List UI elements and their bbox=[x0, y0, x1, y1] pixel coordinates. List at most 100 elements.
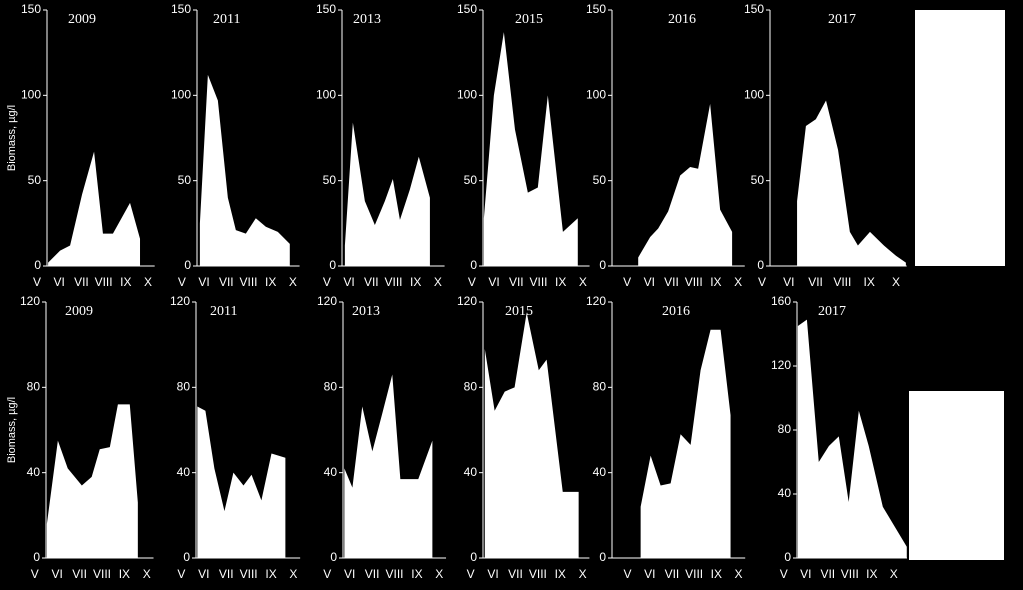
x-tick-label: IX bbox=[410, 275, 421, 289]
x-tick-label: VIII bbox=[529, 567, 547, 581]
chart-title: 2017 bbox=[828, 12, 856, 27]
y-tick-label: 40 bbox=[778, 486, 792, 500]
y-tick-label: 40 bbox=[27, 465, 41, 479]
y-tick-label: 100 bbox=[316, 88, 336, 102]
y-tick-label: 150 bbox=[744, 2, 764, 16]
y-tick-label: 160 bbox=[771, 294, 791, 308]
chart-title: 2015 bbox=[505, 304, 533, 319]
x-tick-label: VIII bbox=[685, 567, 703, 581]
chart-title: 2016 bbox=[662, 304, 690, 319]
chart-title: 2009 bbox=[68, 12, 96, 27]
y-tick-label: 150 bbox=[457, 2, 477, 16]
x-tick-label: IX bbox=[555, 567, 566, 581]
x-tick-label: IX bbox=[265, 567, 276, 581]
y-tick-label: 120 bbox=[170, 294, 190, 308]
x-tick-label: VII bbox=[820, 567, 835, 581]
x-tick-label: IX bbox=[265, 275, 276, 289]
x-tick-label: VI bbox=[783, 275, 794, 289]
x-tick-label: VII bbox=[219, 275, 234, 289]
y-tick-label: 50 bbox=[464, 173, 478, 187]
y-tick-label: 100 bbox=[586, 88, 606, 102]
x-tick-label: VI bbox=[644, 275, 655, 289]
y-tick-label: 50 bbox=[751, 173, 765, 187]
x-tick-label: VII bbox=[72, 567, 87, 581]
x-tick-label: V bbox=[623, 275, 631, 289]
x-tick-label: V bbox=[178, 275, 186, 289]
x-tick-label: IX bbox=[120, 275, 131, 289]
x-tick-label: VIII bbox=[240, 567, 258, 581]
x-tick-label: X bbox=[735, 567, 743, 581]
y-tick-label: 120 bbox=[457, 294, 477, 308]
y-tick-label: 0 bbox=[599, 258, 606, 272]
x-tick-label: VI bbox=[54, 275, 65, 289]
y-tick-label: 80 bbox=[778, 422, 792, 436]
chart-title: 2016 bbox=[668, 12, 696, 27]
x-tick-label: IX bbox=[863, 275, 874, 289]
x-tick-label: VII bbox=[365, 567, 380, 581]
area bbox=[199, 74, 290, 266]
area bbox=[640, 329, 731, 558]
y-axis-label: Biomass, µg/l bbox=[6, 397, 18, 463]
x-tick-label: X bbox=[434, 275, 442, 289]
y-axis-label: Biomass, µg/l bbox=[6, 105, 18, 171]
x-tick-label: V bbox=[177, 567, 185, 581]
y-tick-label: 0 bbox=[330, 550, 337, 564]
y-tick-label: 150 bbox=[586, 2, 606, 16]
x-tick-label: VIII bbox=[93, 567, 111, 581]
y-tick-label: 120 bbox=[20, 294, 40, 308]
y-tick-label: 40 bbox=[593, 465, 607, 479]
y-tick-label: 100 bbox=[744, 88, 764, 102]
y-tick-label: 80 bbox=[324, 380, 338, 394]
chart-title: 2009 bbox=[65, 304, 93, 319]
x-tick-label: X bbox=[144, 275, 152, 289]
x-tick-label: VI bbox=[52, 567, 63, 581]
y-tick-label: 80 bbox=[464, 380, 478, 394]
x-tick-label: X bbox=[289, 567, 297, 581]
x-tick-label: VII bbox=[808, 275, 823, 289]
area bbox=[344, 122, 430, 266]
y-tick-label: 120 bbox=[771, 358, 791, 372]
x-tick-label: IX bbox=[119, 567, 130, 581]
chart-title: 2017 bbox=[818, 304, 846, 319]
x-tick-label: VII bbox=[74, 275, 89, 289]
x-tick-label: VII bbox=[664, 275, 679, 289]
x-tick-label: V bbox=[31, 567, 39, 581]
x-tick-label: X bbox=[892, 275, 900, 289]
x-tick-label: VII bbox=[665, 567, 680, 581]
y-tick-label: 100 bbox=[171, 88, 191, 102]
x-tick-label: V bbox=[323, 567, 331, 581]
y-tick-label: 0 bbox=[757, 258, 764, 272]
x-tick-label: VI bbox=[198, 567, 209, 581]
y-tick-label: 150 bbox=[316, 2, 336, 16]
x-tick-label: VI bbox=[198, 275, 209, 289]
area bbox=[797, 319, 907, 558]
x-tick-label: VI bbox=[488, 275, 499, 289]
area bbox=[48, 151, 141, 266]
y-tick-label: 40 bbox=[324, 465, 338, 479]
x-tick-label: IX bbox=[710, 275, 721, 289]
y-tick-label: 100 bbox=[21, 88, 41, 102]
y-tick-label: 120 bbox=[317, 294, 337, 308]
y-tick-label: 80 bbox=[27, 380, 41, 394]
area bbox=[483, 32, 578, 266]
y-tick-label: 0 bbox=[33, 550, 40, 564]
y-tick-label: 150 bbox=[171, 2, 191, 16]
y-tick-label: 0 bbox=[184, 258, 191, 272]
x-tick-label: IX bbox=[711, 567, 722, 581]
x-tick-label: VII bbox=[364, 275, 379, 289]
x-tick-label: X bbox=[289, 275, 297, 289]
x-tick-label: VIII bbox=[384, 275, 402, 289]
y-tick-label: 50 bbox=[178, 173, 192, 187]
chart-title: 2013 bbox=[353, 12, 381, 27]
y-tick-label: 0 bbox=[183, 550, 190, 564]
x-tick-label: IX bbox=[411, 567, 422, 581]
area bbox=[46, 404, 138, 558]
y-tick-label: 40 bbox=[464, 465, 478, 479]
y-tick-label: 120 bbox=[586, 294, 606, 308]
y-tick-label: 50 bbox=[28, 173, 42, 187]
x-tick-label: IX bbox=[555, 275, 566, 289]
x-tick-label: IX bbox=[866, 567, 877, 581]
y-tick-label: 0 bbox=[470, 258, 477, 272]
y-tick-label: 40 bbox=[177, 465, 191, 479]
x-tick-label: VII bbox=[509, 275, 524, 289]
